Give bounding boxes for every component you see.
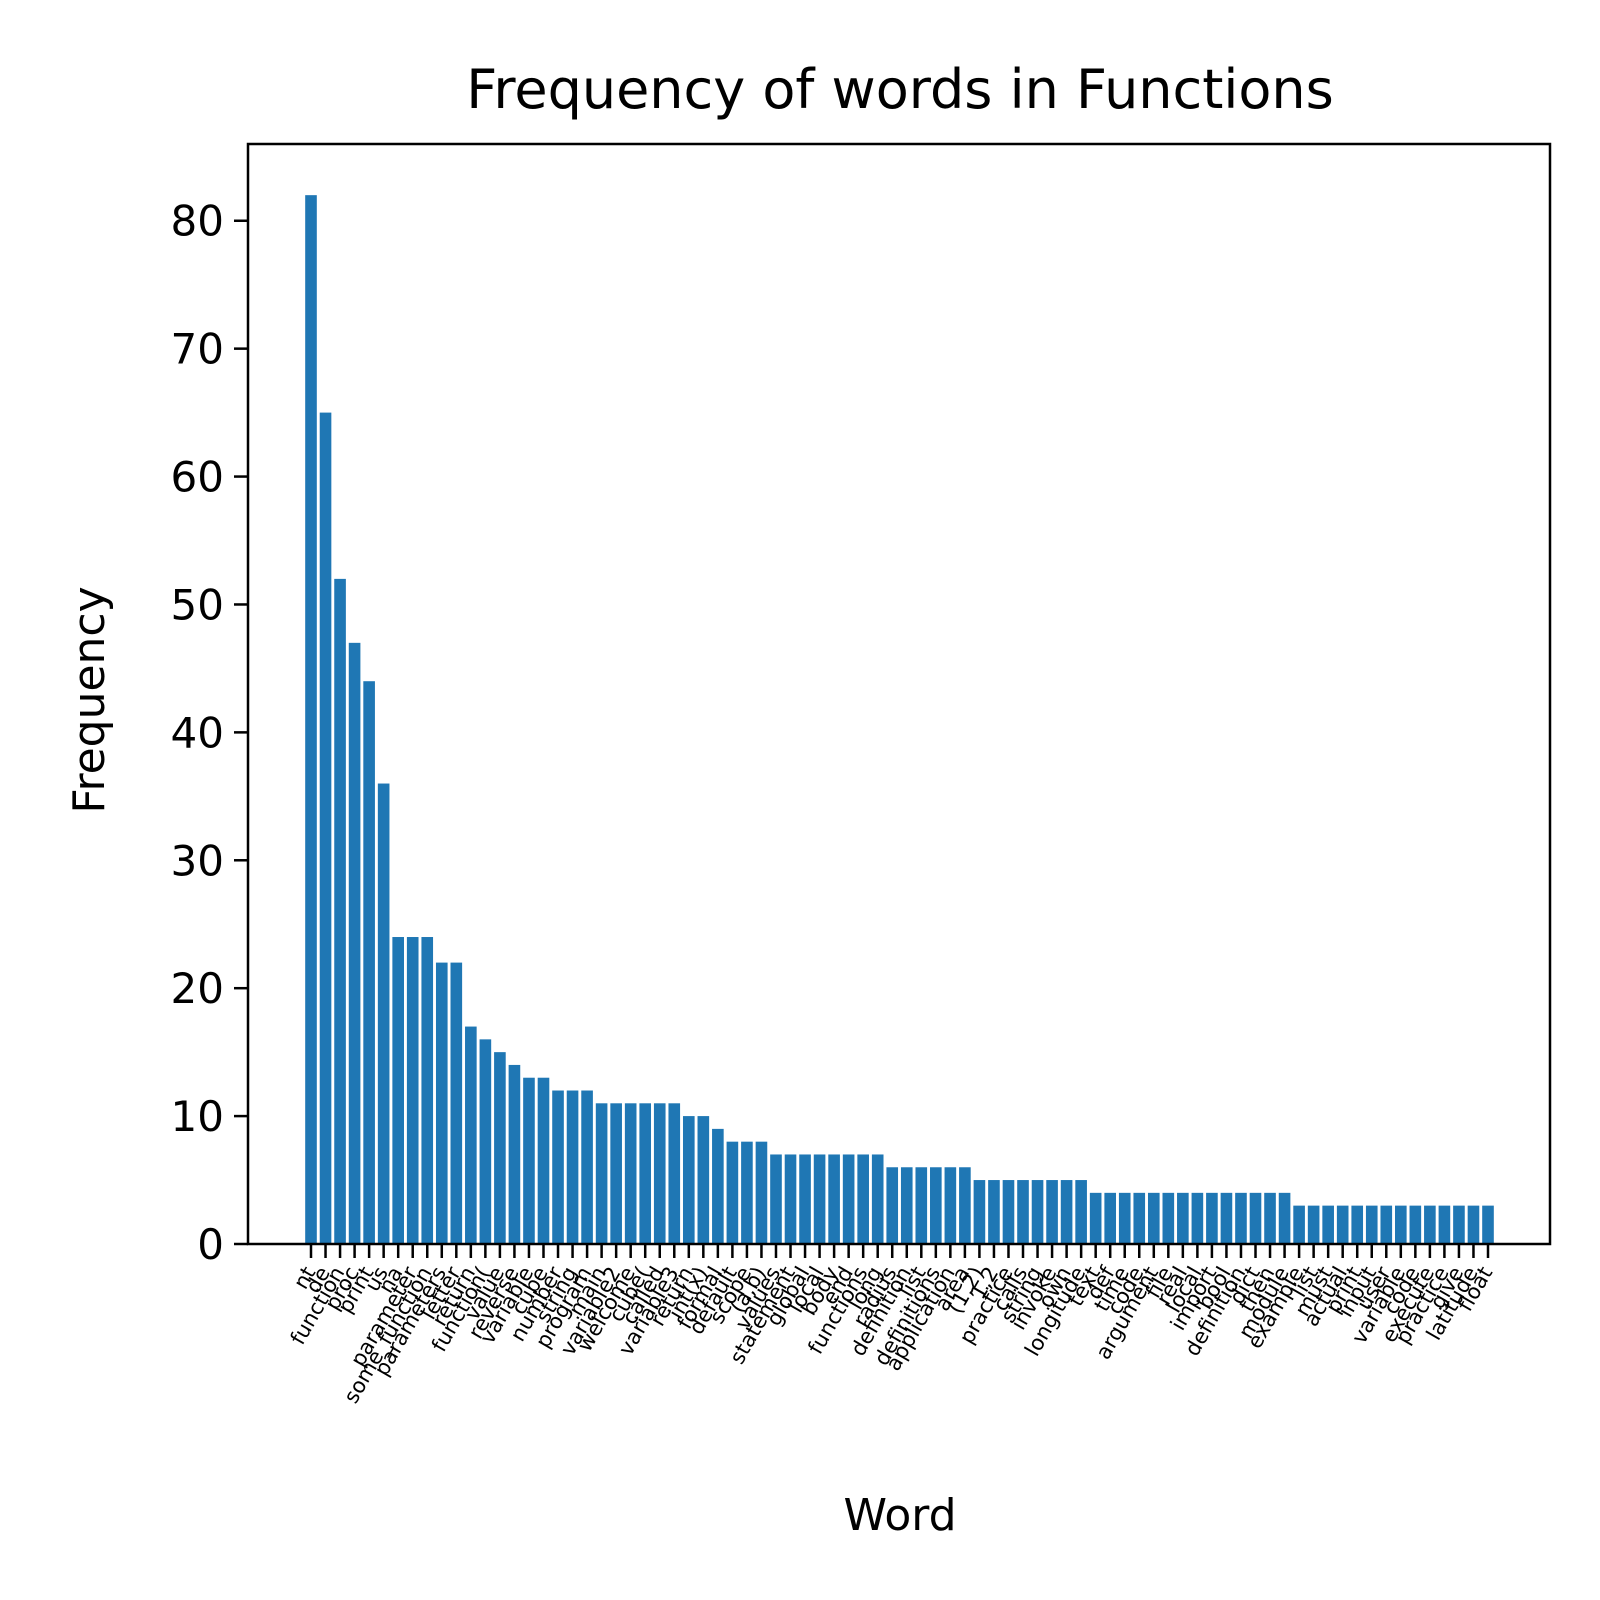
bar-37 — [843, 1154, 855, 1244]
bar-39 — [872, 1154, 884, 1244]
bar-17 — [552, 1091, 564, 1244]
bar-32 — [770, 1154, 782, 1244]
bar-27 — [698, 1116, 710, 1244]
bar-67 — [1279, 1193, 1291, 1244]
bar-43 — [930, 1167, 942, 1244]
y-tick-label-8: 80 — [171, 197, 224, 246]
y-tick-label-3: 30 — [171, 836, 224, 885]
bar-10 — [451, 963, 463, 1244]
bar-31 — [756, 1142, 768, 1244]
y-axis: 0 10 20 30 40 50 60 70 80 — [171, 197, 248, 1269]
bar-33 — [785, 1154, 797, 1244]
bar-35 — [814, 1154, 826, 1244]
bar-58 — [1148, 1193, 1160, 1244]
bar-81 — [1482, 1206, 1494, 1244]
bar-36 — [828, 1154, 840, 1244]
bar-23 — [639, 1103, 651, 1244]
bar-21 — [610, 1103, 622, 1244]
bar-54 — [1090, 1193, 1102, 1244]
bar-61 — [1192, 1193, 1204, 1244]
bar-64 — [1235, 1193, 1247, 1244]
y-axis-label: Frequency — [64, 586, 115, 813]
bar-18 — [567, 1091, 579, 1244]
bar-28 — [712, 1129, 724, 1244]
y-tick-label-0: 0 — [197, 1220, 224, 1269]
bar-65 — [1250, 1193, 1262, 1244]
bar-3 — [349, 643, 361, 1244]
bar-15 — [523, 1078, 535, 1244]
bar-11 — [465, 1027, 477, 1244]
bar-55 — [1104, 1193, 1116, 1244]
bar-4 — [363, 681, 375, 1244]
bar-66 — [1264, 1193, 1276, 1244]
x-axis-label: Word — [843, 1490, 956, 1541]
y-tick-label-1: 10 — [171, 1092, 224, 1141]
bars-group — [305, 195, 1494, 1244]
bar-51 — [1046, 1180, 1058, 1244]
bar-44 — [945, 1167, 957, 1244]
bar-79 — [1453, 1206, 1465, 1244]
bar-20 — [596, 1103, 608, 1244]
bar-9 — [436, 963, 448, 1244]
bar-8 — [421, 937, 433, 1244]
bar-22 — [625, 1103, 637, 1244]
bar-29 — [727, 1142, 739, 1244]
bar-75 — [1395, 1206, 1407, 1244]
bar-57 — [1133, 1193, 1145, 1244]
bar-41 — [901, 1167, 913, 1244]
bar-52 — [1061, 1180, 1073, 1244]
bar-50 — [1032, 1180, 1044, 1244]
bar-45 — [959, 1167, 971, 1244]
bar-59 — [1163, 1193, 1175, 1244]
bar-1 — [320, 413, 332, 1244]
bar-71 — [1337, 1206, 1349, 1244]
bar-46 — [974, 1180, 986, 1244]
y-tick-label-2: 20 — [171, 964, 224, 1013]
bar-78 — [1439, 1206, 1451, 1244]
bar-30 — [741, 1142, 753, 1244]
bar-0 — [305, 195, 317, 1244]
bar-12 — [480, 1039, 492, 1244]
bar-16 — [538, 1078, 550, 1244]
y-tick-label-6: 60 — [171, 453, 224, 502]
bar-38 — [857, 1154, 869, 1244]
bar-25 — [668, 1103, 680, 1244]
bar-77 — [1424, 1206, 1436, 1244]
chart-title: Frequency of words in Functions — [466, 58, 1334, 121]
x-axis: ntdefunctionprocprintusnaparametersome_f… — [286, 1244, 1498, 1408]
bar-62 — [1206, 1193, 1218, 1244]
y-tick-label-5: 50 — [171, 580, 224, 629]
bar-53 — [1075, 1180, 1087, 1244]
bar-7 — [407, 937, 419, 1244]
bar-49 — [1017, 1180, 1029, 1244]
bar-74 — [1380, 1206, 1392, 1244]
bar-68 — [1293, 1206, 1305, 1244]
bar-42 — [915, 1167, 927, 1244]
y-tick-label-4: 40 — [171, 708, 224, 757]
bar-13 — [494, 1052, 506, 1244]
bar-76 — [1410, 1206, 1422, 1244]
bar-70 — [1322, 1206, 1334, 1244]
bar-5 — [378, 784, 390, 1244]
bar-6 — [392, 937, 404, 1244]
y-tick-label-7: 70 — [171, 325, 224, 374]
bar-40 — [886, 1167, 898, 1244]
bar-48 — [1003, 1180, 1015, 1244]
bar-80 — [1468, 1206, 1480, 1244]
bar-69 — [1308, 1206, 1320, 1244]
bar-73 — [1366, 1206, 1378, 1244]
bar-63 — [1221, 1193, 1233, 1244]
bar-72 — [1351, 1206, 1363, 1244]
bar-14 — [509, 1065, 521, 1244]
bar-60 — [1177, 1193, 1189, 1244]
bar-56 — [1119, 1193, 1131, 1244]
bar-19 — [581, 1091, 593, 1244]
bar-47 — [988, 1180, 1000, 1244]
bar-24 — [654, 1103, 666, 1244]
bar-2 — [334, 579, 346, 1244]
bar-26 — [683, 1116, 695, 1244]
bar-34 — [799, 1154, 811, 1244]
